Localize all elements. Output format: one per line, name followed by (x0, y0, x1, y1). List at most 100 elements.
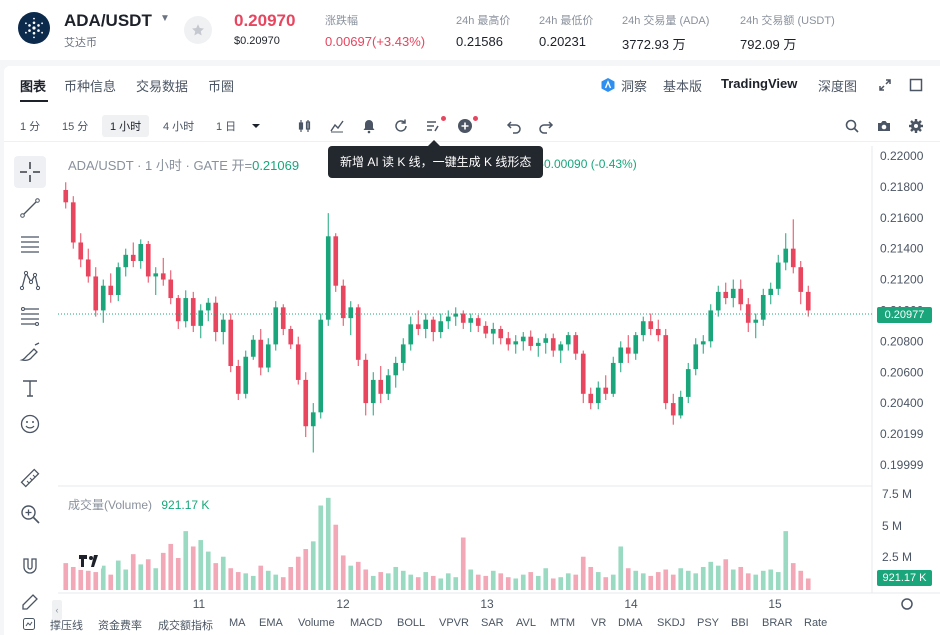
favorite-star-button[interactable] (184, 16, 212, 44)
search-icon[interactable] (844, 118, 860, 134)
indicator-11[interactable]: MTM (550, 617, 576, 629)
emoji-tool[interactable] (14, 408, 46, 440)
tab-trade-data[interactable]: 交易数据 (136, 79, 189, 94)
time-axis-label: 12 (336, 597, 350, 611)
candle-body (408, 324, 414, 345)
timeframe-4h[interactable]: 4 小时 (163, 121, 195, 133)
window-icon[interactable] (908, 77, 924, 93)
camera-icon[interactable] (876, 118, 892, 134)
timeframe-15m[interactable]: 15 分 (62, 121, 89, 133)
crosshair-tool[interactable] (14, 156, 46, 188)
add-plus-icon[interactable] (457, 118, 473, 134)
volume-bar (168, 543, 174, 590)
tab-chart[interactable]: 图表 (20, 79, 47, 94)
ai-pattern-icon[interactable] (425, 118, 441, 134)
pair-name[interactable]: ADA/USDT (64, 11, 152, 30)
indicator-10[interactable]: AVL (516, 617, 536, 629)
trend-line-icon (20, 198, 40, 218)
undo-icon[interactable] (506, 118, 522, 134)
timeframe-dropdown-icon[interactable] (248, 118, 264, 134)
volume-bar (760, 570, 766, 590)
indicator-5[interactable]: Volume (298, 617, 335, 629)
candle-body (325, 236, 331, 320)
volume-bar (213, 563, 219, 590)
ticker-header: ADA/USDT ▼ 艾达币 0.20970 $0.20970 涨跌幅 0.00… (0, 0, 940, 60)
insight-icon[interactable] (600, 77, 616, 93)
legend-symbol: ADA/USDT · 1 小时 · GATE (68, 158, 228, 173)
measure-tool[interactable] (14, 462, 46, 494)
pair-dropdown-caret-icon[interactable]: ▼ (160, 13, 170, 24)
legend-open-label: 开= (231, 158, 253, 173)
indicator-15[interactable]: PSY (697, 617, 720, 629)
tab-tradingview[interactable]: TradingView (721, 76, 798, 91)
pattern-tool[interactable] (14, 264, 46, 296)
volume-bar (565, 573, 571, 590)
collapse-toolbar-button[interactable]: ‹ (52, 600, 62, 620)
new-badge-dot (441, 116, 446, 121)
indicator-menu-icon[interactable] (22, 617, 36, 634)
tab-community[interactable]: 币圈 (208, 79, 235, 94)
tradingview-watermark-icon[interactable] (76, 550, 102, 570)
redo-icon[interactable] (538, 118, 554, 134)
volume-bar (498, 573, 504, 590)
indicator-18[interactable]: Rate (804, 617, 828, 629)
candle-body (340, 285, 346, 319)
zoom-tool[interactable] (14, 498, 46, 530)
text-tool[interactable] (14, 372, 46, 404)
tab-depth-chart[interactable]: 深度图 (818, 79, 858, 94)
indicator-7[interactable]: BOLL (397, 617, 426, 629)
tab-coin-info[interactable]: 币种信息 (64, 79, 117, 94)
indicator-2[interactable]: 成交额指标 (158, 620, 213, 632)
indicator-0[interactable]: 撑压线 (50, 620, 83, 632)
indicator-12[interactable]: VR (591, 617, 607, 629)
timeframe-1h[interactable]: 1 小时 (102, 115, 150, 137)
brush-tool[interactable] (14, 336, 46, 368)
settings-gear-icon[interactable] (908, 118, 924, 134)
indicator-13[interactable]: DMA (618, 617, 643, 629)
candle-body (445, 316, 451, 322)
last-price-usd: $0.20970 (234, 35, 280, 47)
timeframe-1d[interactable]: 1 日 (216, 121, 237, 133)
alert-bell-icon[interactable] (361, 118, 377, 134)
fullscreen-icon[interactable] (877, 77, 893, 93)
fib-tool[interactable] (14, 300, 46, 332)
indicator-14[interactable]: SKDJ (657, 617, 686, 629)
indicators-icon[interactable] (329, 118, 345, 134)
indicator-1[interactable]: 资金费率 (98, 620, 142, 632)
volume-bar (573, 574, 579, 590)
legend-change: -0.00090 (-0.43%) (540, 157, 637, 171)
indicator-17[interactable]: BRAR (762, 617, 793, 629)
volume-bar (138, 564, 144, 590)
indicator-6[interactable]: MACD (350, 617, 383, 629)
horizontal-lines-tool[interactable] (14, 228, 46, 260)
volume-bar (633, 570, 639, 590)
candle-body (483, 325, 489, 334)
magnet-tool[interactable] (14, 550, 46, 582)
candle-body (160, 273, 166, 280)
tab-insight[interactable]: 洞察 (621, 79, 648, 94)
pencil-lock-tool[interactable] (14, 586, 46, 618)
legend-open-value: 0.21069 (252, 158, 300, 173)
volume-bar (355, 561, 361, 590)
volume-bar (805, 578, 811, 590)
indicator-3[interactable]: MA (229, 617, 246, 629)
timeframe-1m[interactable]: 1 分 (20, 121, 41, 133)
volume-bar (693, 573, 699, 590)
indicator-4[interactable]: EMA (259, 617, 283, 629)
indicator-9[interactable]: SAR (481, 617, 504, 629)
replay-icon[interactable] (393, 118, 409, 134)
candle-body (115, 267, 121, 295)
candle-body (198, 310, 204, 326)
trend-line-tool[interactable] (14, 192, 46, 224)
indicator-8[interactable]: VPVR (439, 617, 469, 629)
candle-body (415, 324, 421, 329)
volume-bar (460, 537, 466, 590)
indicator-16[interactable]: BBI (731, 617, 749, 629)
volume-bar (310, 541, 316, 590)
candle-type-icon[interactable] (297, 118, 313, 134)
stat-change: 涨跌幅 0.00697(+3.43%) (325, 12, 425, 49)
candle-body (595, 387, 601, 404)
candle-body (370, 379, 376, 404)
tab-basic[interactable]: 基本版 (663, 79, 703, 94)
